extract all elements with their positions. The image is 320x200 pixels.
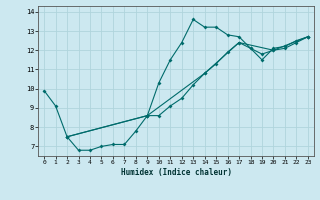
- X-axis label: Humidex (Indice chaleur): Humidex (Indice chaleur): [121, 168, 231, 177]
